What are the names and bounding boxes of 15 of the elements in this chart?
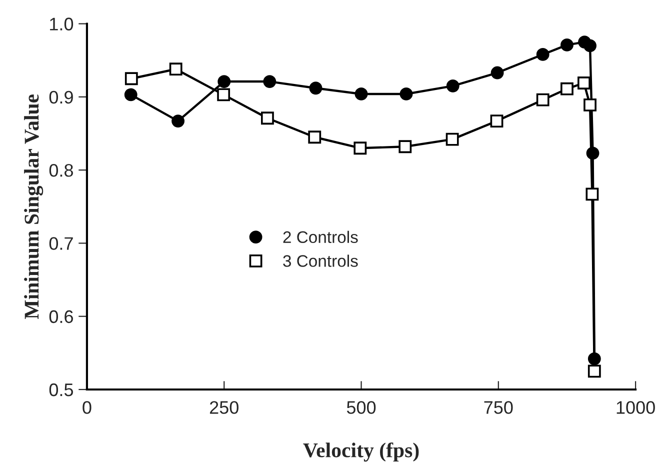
y-tick-label: 0.8 xyxy=(49,164,73,177)
y-axis-title: Minimum Singular Value xyxy=(24,94,44,319)
x-tick-label: 0 xyxy=(82,401,92,414)
y-tick-label: 0.7 xyxy=(49,237,73,250)
legend-label: 3 Controls xyxy=(283,254,358,267)
y-tick-label: 0.5 xyxy=(49,383,74,396)
y-tick-label: 0.9 xyxy=(49,90,73,104)
x-tick-label: 750 xyxy=(484,401,513,414)
x-tick-label: 250 xyxy=(210,401,238,414)
y-tick-label: 1.0 xyxy=(50,18,74,30)
y-tick-label: 0.6 xyxy=(49,310,73,324)
legend-label: 2 Controls xyxy=(283,230,358,244)
x-tick-label: 1000 xyxy=(616,401,655,414)
x-tick-label: 500 xyxy=(346,401,376,414)
x-axis-title: Velocity (fps) xyxy=(303,442,419,462)
